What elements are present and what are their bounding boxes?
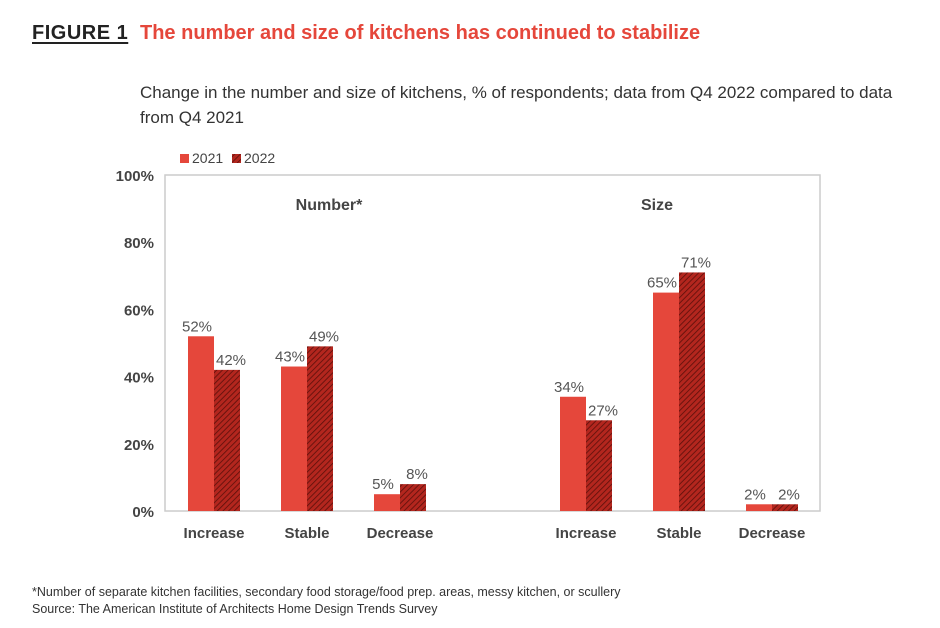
data-label: 2% — [778, 486, 800, 503]
chart-footnotes: *Number of separate kitchen facilities, … — [32, 584, 620, 618]
y-tick-label: 80% — [124, 235, 154, 252]
x-tick-label: Decrease — [739, 525, 806, 542]
x-tick-label: Increase — [184, 525, 245, 542]
legend-swatch-2022 — [232, 154, 241, 163]
legend-swatch-2021 — [180, 154, 189, 163]
x-tick-label: Stable — [656, 525, 701, 542]
footnote-text: *Number of separate kitchen facilities, … — [32, 585, 621, 599]
group-label: Size — [641, 197, 673, 214]
group-label: Number* — [296, 197, 363, 214]
y-tick-label: 0% — [132, 504, 154, 521]
plot-frame — [164, 174, 821, 512]
data-label: 65% — [647, 275, 677, 292]
data-label: 2% — [744, 486, 766, 503]
bar-2022 — [307, 346, 333, 511]
data-label: 49% — [309, 328, 339, 345]
y-tick-label: 20% — [124, 437, 154, 454]
bar-2021 — [374, 494, 400, 511]
data-label: 27% — [588, 402, 618, 419]
data-label: 5% — [372, 476, 394, 493]
bar-2021 — [281, 366, 307, 511]
bar-2021 — [560, 396, 586, 511]
bar-chart: 0% 20% 40% 60% 80% 100% 2021 2022 Number* 52%42% I… — [116, 150, 821, 542]
x-tick-label: Increase — [556, 525, 617, 542]
data-label: 52% — [182, 318, 212, 335]
data-label: 34% — [554, 379, 584, 396]
x-tick-label: Decrease — [367, 525, 434, 542]
figure-title: The number and size of kitchens has cont… — [140, 22, 701, 44]
bar-2022 — [586, 420, 612, 511]
data-label: 8% — [406, 466, 428, 483]
x-tick-label: Stable — [284, 525, 329, 542]
data-label: 43% — [275, 349, 305, 366]
bar-2022 — [400, 484, 426, 511]
bar-2021 — [188, 336, 214, 511]
y-tick-label: 40% — [124, 370, 154, 387]
bar-2022 — [772, 504, 798, 511]
bar-2021 — [653, 292, 679, 511]
y-tick-label: 100% — [116, 168, 154, 185]
legend-label-2022: 2022 — [244, 150, 275, 166]
bar-2022 — [679, 272, 705, 511]
y-tick-label: 60% — [124, 302, 154, 319]
data-label: 71% — [681, 254, 711, 271]
chart-subtitle: Change in the number and size of kitchen… — [140, 83, 893, 127]
source-text: Source: The American Institute of Archit… — [32, 602, 438, 616]
bar-2021 — [746, 504, 772, 511]
bar-2022 — [214, 369, 240, 511]
data-label: 42% — [216, 352, 246, 369]
figure-label: FIGURE 1 — [32, 22, 129, 44]
legend-label-2021: 2021 — [192, 150, 223, 166]
